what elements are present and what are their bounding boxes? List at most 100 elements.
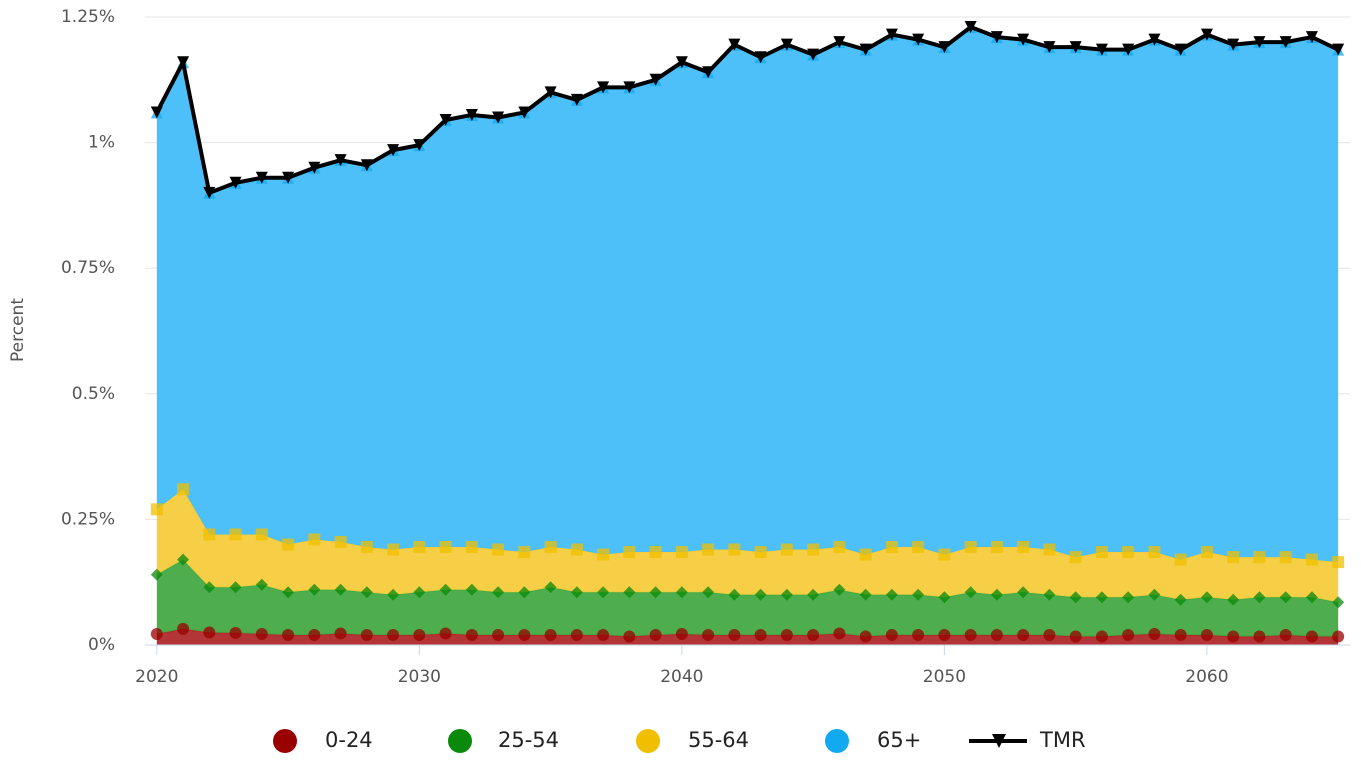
marker [912,33,925,46]
marker [282,171,295,184]
legend-item[interactable]: 25-54 [448,728,559,753]
marker [518,546,531,559]
legend-item[interactable]: 0-24 [273,728,373,753]
marker [938,591,951,604]
marker [150,568,163,581]
marker [1017,541,1030,554]
y-axis-title: Percent [8,298,28,362]
marker [465,541,478,554]
marker [1332,630,1345,643]
marker [1043,543,1056,556]
marker [1122,591,1135,604]
marker [1200,628,1213,641]
marker [518,628,531,641]
y-tick-label: 0% [88,635,115,655]
marker [702,628,715,641]
marker [1148,33,1161,46]
marker [964,586,977,599]
marker [990,628,1003,641]
marker [964,628,977,641]
marker [1095,630,1108,643]
marker [623,546,636,559]
marker [859,548,872,561]
marker [990,588,1003,601]
marker [833,627,846,640]
marker [675,56,688,69]
marker [938,548,951,561]
marker [229,176,242,189]
marker [544,628,557,641]
x-tick-label: 2020 [135,667,178,687]
y-tick-label: 1% [88,133,115,153]
legend-text: 65+ [877,728,921,752]
marker [150,627,163,640]
marker [780,543,793,556]
marker [203,626,216,639]
y-tick-label: 0.25% [61,509,115,529]
marker [334,583,347,596]
marker [728,543,741,556]
marker [439,627,452,640]
legend-text: 55-64 [688,728,749,752]
marker [360,586,373,599]
marker [387,628,400,641]
x-tick-label: 2050 [923,667,966,687]
legend-text: TMR [1039,728,1086,752]
marker [754,588,767,601]
marker [912,541,925,554]
marker [597,586,610,599]
marker [570,586,583,599]
marker [1305,591,1318,604]
marker [570,93,583,106]
marker [570,543,583,556]
marker [728,588,741,601]
marker [1305,553,1318,566]
marker [833,36,846,49]
marker [492,543,505,556]
marker [203,581,216,594]
marker [465,628,478,641]
line [155,25,1340,195]
marker [728,628,741,641]
marker [807,543,820,556]
marker [1253,591,1266,604]
marker [1305,630,1318,643]
legend-item[interactable]: 55-64 [636,728,749,753]
marker [1174,43,1187,56]
marker [334,154,347,167]
marker [1148,546,1161,559]
marker [334,627,347,640]
marker [938,628,951,641]
marker [885,628,898,641]
areas [155,25,1339,645]
marker [387,588,400,601]
marker [1122,43,1135,56]
marker [938,41,951,54]
marker [334,536,347,549]
marker [1174,593,1187,606]
marker [649,586,662,599]
marker [360,628,373,641]
marker [912,628,925,641]
marker [387,144,400,157]
marker [1095,43,1108,56]
marker [1069,630,1082,643]
marker [1279,628,1292,641]
marker [282,586,295,599]
area-fill [156,628,1339,645]
marker [413,586,426,599]
marker [150,106,163,119]
marker [702,543,715,556]
legend-item[interactable]: 65+ [825,728,921,753]
marker [308,628,321,641]
marker [597,81,610,94]
marker [439,541,452,554]
marker [859,588,872,601]
marker [1200,28,1213,41]
marker [649,73,662,86]
legend-item[interactable]: TMR [969,728,1086,752]
marker [1227,38,1240,51]
marker [229,626,242,639]
marker [229,581,242,594]
